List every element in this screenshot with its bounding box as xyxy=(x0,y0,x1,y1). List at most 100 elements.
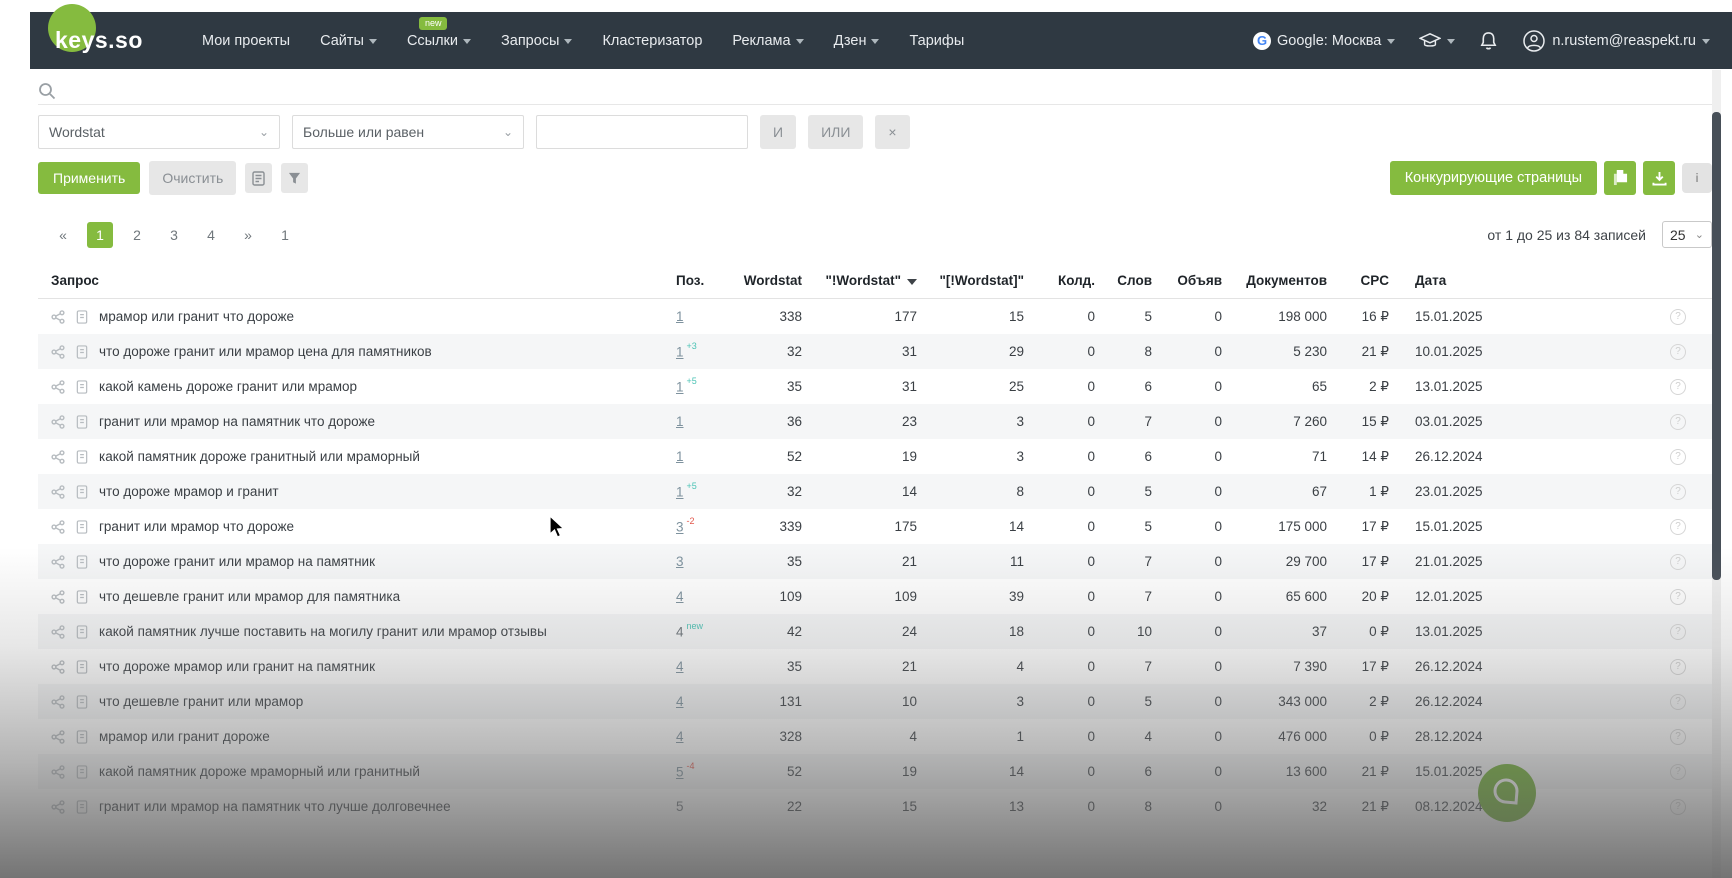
nav-item-5[interactable]: Кластеризатор xyxy=(602,33,702,49)
nav-item-7[interactable]: Дзен xyxy=(834,33,880,49)
pagination-prev[interactable]: « xyxy=(50,222,76,248)
export-button[interactable] xyxy=(1643,161,1675,195)
help-icon[interactable]: ? xyxy=(1670,414,1686,430)
document-icon[interactable] xyxy=(76,310,88,324)
filter-operator-select[interactable]: Больше или равен ⌄ xyxy=(292,115,524,149)
info-button[interactable]: i xyxy=(1682,163,1712,193)
help-icon[interactable]: ? xyxy=(1670,799,1686,815)
pagination-page[interactable]: 4 xyxy=(198,222,224,248)
document-icon[interactable] xyxy=(76,415,88,429)
table-row[interactable]: что дороже гранит или мрамор цена для па… xyxy=(38,334,1712,369)
help-icon[interactable]: ? xyxy=(1670,344,1686,360)
share-icon[interactable] xyxy=(51,345,65,359)
help-icon[interactable]: ? xyxy=(1670,309,1686,325)
table-row[interactable]: что дешевле гранит или мрамор 4 131 10 3… xyxy=(38,684,1712,719)
nav-item-6[interactable]: Реклама xyxy=(732,33,803,49)
position-link[interactable]: 1 xyxy=(676,414,684,429)
col-header-docs[interactable]: Документов xyxy=(1222,273,1327,288)
page-size-select[interactable]: 25 ⌄ xyxy=(1662,221,1712,248)
pagination-page[interactable]: 2 xyxy=(124,222,150,248)
filter-value-input[interactable] xyxy=(536,115,748,149)
position-link[interactable]: 1 xyxy=(676,309,684,324)
help-icon[interactable]: ? xyxy=(1670,554,1686,570)
help-icon[interactable]: ? xyxy=(1670,659,1686,675)
col-header-cpc[interactable]: CPC xyxy=(1327,273,1389,288)
share-icon[interactable] xyxy=(51,485,65,499)
document-icon[interactable] xyxy=(76,730,88,744)
share-icon[interactable] xyxy=(51,555,65,569)
or-condition-button[interactable]: ИЛИ xyxy=(808,115,863,149)
table-row[interactable]: мрамор или гранит дороже 4 328 4 1 0 4 0… xyxy=(38,719,1712,754)
document-icon[interactable] xyxy=(76,555,88,569)
position-link[interactable]: 3 xyxy=(676,520,684,535)
table-row[interactable]: гранит или мрамор на памятник что лучше … xyxy=(38,789,1712,824)
document-icon[interactable] xyxy=(76,800,88,814)
help-icon[interactable]: ? xyxy=(1670,764,1686,780)
table-row[interactable]: какой памятник дороже мраморный или гран… xyxy=(38,754,1712,789)
apply-button[interactable]: Применить xyxy=(38,162,140,194)
clear-button[interactable]: Очистить xyxy=(149,161,236,195)
col-header-not-wordstat[interactable]: "!Wordstat" xyxy=(802,273,917,288)
help-icon[interactable]: ? xyxy=(1670,379,1686,395)
nav-item-8[interactable]: Тарифы xyxy=(909,33,964,49)
col-header-date[interactable]: Дата xyxy=(1389,273,1504,288)
col-header-exact-wordstat[interactable]: "[!Wordstat]" xyxy=(917,273,1024,288)
scrollbar-track[interactable] xyxy=(1712,70,1721,878)
help-icon[interactable]: ? xyxy=(1670,519,1686,535)
region-selector[interactable]: G Google: Москва xyxy=(1253,32,1395,50)
remove-condition-button[interactable]: × xyxy=(875,115,909,149)
position-link[interactable]: 1 xyxy=(676,380,684,395)
table-row[interactable]: что дороже мрамор и гранит 1+5 32 14 8 0… xyxy=(38,474,1712,509)
pagination-page[interactable]: 3 xyxy=(161,222,187,248)
col-header-slov[interactable]: Слов xyxy=(1095,273,1152,288)
share-icon[interactable] xyxy=(51,590,65,604)
position-link[interactable]: 4 xyxy=(676,625,684,640)
table-row[interactable]: гранит или мрамор что дороже 3-2 339 175… xyxy=(38,509,1712,544)
bell-icon[interactable] xyxy=(1479,30,1498,51)
share-icon[interactable] xyxy=(51,380,65,394)
position-link[interactable]: 1 xyxy=(676,345,684,360)
filter-field-select[interactable]: Wordstat ⌄ xyxy=(38,115,280,149)
position-link[interactable]: 4 xyxy=(676,589,684,604)
share-icon[interactable] xyxy=(51,625,65,639)
saved-filters-button[interactable] xyxy=(245,163,272,193)
user-menu[interactable]: n.rustem@reaspekt.ru xyxy=(1522,29,1710,53)
share-icon[interactable] xyxy=(51,310,65,324)
help-icon[interactable]: ? xyxy=(1670,589,1686,605)
table-row[interactable]: что дешевле гранит или мрамор для памятн… xyxy=(38,579,1712,614)
share-icon[interactable] xyxy=(51,765,65,779)
and-condition-button[interactable]: И xyxy=(760,115,796,149)
pagination-page[interactable]: 1 xyxy=(87,222,113,248)
nav-item-1[interactable]: Мои проекты xyxy=(202,33,290,49)
table-row[interactable]: что дороже мрамор или гранит на памятник… xyxy=(38,649,1712,684)
position-link[interactable]: 1 xyxy=(676,485,684,500)
share-icon[interactable] xyxy=(51,800,65,814)
chat-widget-button[interactable] xyxy=(1478,764,1536,822)
table-row[interactable]: гранит или мрамор на памятник что дороже… xyxy=(38,404,1712,439)
help-icon[interactable]: ? xyxy=(1670,624,1686,640)
share-icon[interactable] xyxy=(51,520,65,534)
table-row[interactable]: какой памятник лучше поставить на могилу… xyxy=(38,614,1712,649)
position-link[interactable]: 3 xyxy=(676,554,684,569)
col-header-query[interactable]: Запрос xyxy=(38,273,676,288)
help-icon[interactable]: ? xyxy=(1670,694,1686,710)
position-link[interactable]: 1 xyxy=(676,449,684,464)
share-icon[interactable] xyxy=(51,450,65,464)
nav-item-2[interactable]: Сайты xyxy=(320,33,377,49)
table-row[interactable]: какой камень дороже гранит или мрамор 1+… xyxy=(38,369,1712,404)
share-icon[interactable] xyxy=(51,660,65,674)
position-link[interactable]: 5 xyxy=(676,765,684,780)
position-link[interactable]: 4 xyxy=(676,659,684,674)
pagination-next[interactable]: » xyxy=(235,222,261,248)
document-icon[interactable] xyxy=(76,695,88,709)
search-bar[interactable] xyxy=(38,69,1712,105)
competing-pages-button[interactable]: Конкурирующие страницы xyxy=(1390,161,1597,195)
position-link[interactable]: 4 xyxy=(676,694,684,709)
document-icon[interactable] xyxy=(76,590,88,604)
pagination-extra[interactable]: 1 xyxy=(272,222,298,248)
help-icon[interactable]: ? xyxy=(1670,484,1686,500)
help-icon[interactable]: ? xyxy=(1670,729,1686,745)
col-header-pos[interactable]: Поз. xyxy=(676,273,726,288)
document-icon[interactable] xyxy=(76,485,88,499)
position-link[interactable]: 5 xyxy=(676,799,684,814)
